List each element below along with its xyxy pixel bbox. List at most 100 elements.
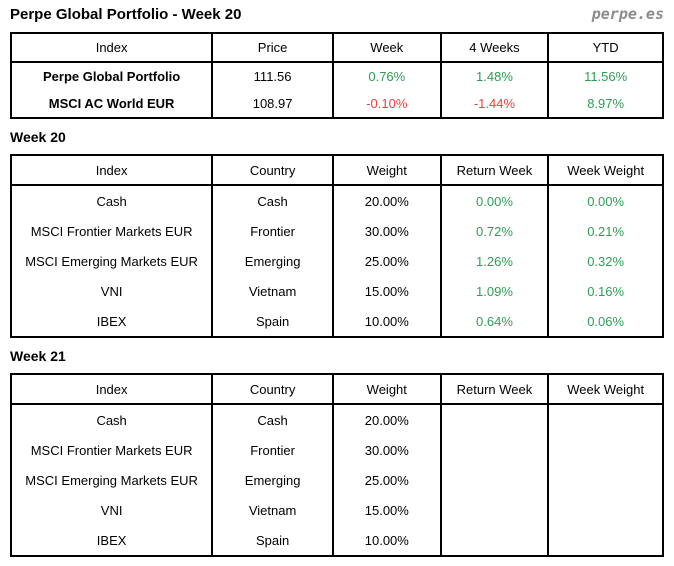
table-cell bbox=[547, 465, 664, 495]
column-header: Week Weight bbox=[547, 374, 664, 405]
column-header: Price bbox=[211, 33, 334, 63]
table-cell: -0.10% bbox=[331, 90, 442, 118]
table-cell: 20.00% bbox=[331, 185, 442, 216]
table-cell: 20.00% bbox=[331, 404, 442, 435]
table-cell: Spain bbox=[211, 306, 334, 337]
table-cell: VNI bbox=[9, 495, 214, 525]
table-cell: MSCI Emerging Markets EUR bbox=[9, 465, 214, 495]
table-cell: MSCI Frontier Markets EUR bbox=[9, 216, 214, 246]
table-cell: Frontier bbox=[211, 435, 334, 465]
portfolio-summary-table: Index Price Week 4 Weeks YTD Perpe Global Po… bbox=[9, 32, 664, 119]
table-cell bbox=[547, 404, 664, 435]
week20-table: Index Country Weight Return Week Week Weight… bbox=[9, 154, 664, 338]
table-row: IBEX Spain 10.00% bbox=[9, 525, 664, 556]
table-row: MSCI Emerging Markets EUR Emerging 25.00% 1… bbox=[9, 246, 664, 276]
table-row: IBEX Spain 10.00% 0.64% 0.06% bbox=[9, 306, 664, 337]
week21-header-row: Index Country Weight Return Week Week Weight bbox=[9, 374, 664, 405]
column-header: Week Weight bbox=[547, 155, 664, 186]
table-cell: Cash bbox=[9, 404, 214, 435]
column-header: Week bbox=[331, 33, 442, 63]
table-row: MSCI AC World EUR 108.97 -0.10% -1.44% 8.97% bbox=[9, 90, 664, 118]
table-row: MSCI Emerging Markets EUR Emerging 25.00% bbox=[9, 465, 664, 495]
week20-heading: Week 20 bbox=[10, 129, 66, 145]
table-cell: 0.00% bbox=[547, 185, 664, 216]
column-header: Index bbox=[9, 374, 214, 405]
table-cell: Spain bbox=[211, 525, 334, 556]
table-row: MSCI Frontier Markets EUR Frontier 30.00% bbox=[9, 435, 664, 465]
column-header: Country bbox=[211, 155, 334, 186]
table-cell bbox=[547, 525, 664, 556]
table-row: MSCI Frontier Markets EUR Frontier 30.00% 0… bbox=[9, 216, 664, 246]
table-cell: IBEX bbox=[9, 525, 214, 556]
column-header: Return Week bbox=[439, 374, 550, 405]
column-header: Weight bbox=[331, 374, 442, 405]
table-cell: 0.16% bbox=[547, 276, 664, 306]
table-cell: -1.44% bbox=[439, 90, 550, 118]
table-cell: 30.00% bbox=[331, 435, 442, 465]
table-cell: 8.97% bbox=[547, 90, 664, 118]
table-cell: MSCI Frontier Markets EUR bbox=[9, 435, 214, 465]
column-header: Country bbox=[211, 374, 334, 405]
table-cell bbox=[439, 404, 550, 435]
table-cell: 1.26% bbox=[439, 246, 550, 276]
table-cell: 11.56% bbox=[547, 62, 664, 90]
week21-section: Week 21 Index Country Weight Return Week Wee… bbox=[9, 348, 664, 557]
table-row: Perpe Global Portfolio 111.56 0.76% 1.48% 11… bbox=[9, 62, 664, 90]
table-cell: 0.32% bbox=[547, 246, 664, 276]
table-cell: Vietnam bbox=[211, 495, 334, 525]
table-cell: Frontier bbox=[211, 216, 334, 246]
table-cell: 25.00% bbox=[331, 246, 442, 276]
week21-table: Index Country Weight Return Week Week Weight… bbox=[9, 373, 664, 557]
table-cell: 0.00% bbox=[439, 185, 550, 216]
column-header: Index bbox=[9, 33, 214, 63]
table-cell: Cash bbox=[9, 185, 214, 216]
page-title: Perpe Global Portfolio - Week 20 bbox=[10, 6, 242, 23]
table-cell bbox=[439, 495, 550, 525]
table-cell: Vietnam bbox=[211, 276, 334, 306]
table-row: Cash Cash 20.00% 0.00% 0.00% bbox=[9, 185, 664, 216]
table-cell bbox=[547, 495, 664, 525]
week21-heading: Week 21 bbox=[10, 348, 66, 364]
table-cell: 111.56 bbox=[211, 62, 334, 90]
table-cell: 30.00% bbox=[331, 216, 442, 246]
week20-header-row: Index Country Weight Return Week Week Weight bbox=[9, 155, 664, 186]
table-cell: 108.97 bbox=[211, 90, 334, 118]
week20-section: Week 20 Index Country Weight Return Week Wee… bbox=[9, 129, 664, 338]
table-cell: Cash bbox=[211, 185, 334, 216]
table-cell bbox=[439, 435, 550, 465]
summary-header-row: Index Price Week 4 Weeks YTD bbox=[9, 33, 664, 63]
table-cell: 1.48% bbox=[439, 62, 550, 90]
table-row: Cash Cash 20.00% bbox=[9, 404, 664, 435]
column-header: Weight bbox=[331, 155, 442, 186]
table-cell: 10.00% bbox=[331, 306, 442, 337]
table-cell bbox=[439, 525, 550, 556]
table-cell: 0.72% bbox=[439, 216, 550, 246]
table-cell: 15.00% bbox=[331, 276, 442, 306]
table-cell bbox=[439, 465, 550, 495]
column-header: Index bbox=[9, 155, 214, 186]
table-cell: 1.09% bbox=[439, 276, 550, 306]
table-cell bbox=[547, 435, 664, 465]
column-header: YTD bbox=[547, 33, 664, 63]
table-row: VNI Vietnam 15.00% 1.09% 0.16% bbox=[9, 276, 664, 306]
column-header: 4 Weeks bbox=[439, 33, 550, 63]
table-cell: IBEX bbox=[9, 306, 214, 337]
table-cell: Perpe Global Portfolio bbox=[9, 62, 214, 90]
table-cell: 0.21% bbox=[547, 216, 664, 246]
table-cell: MSCI AC World EUR bbox=[9, 90, 214, 118]
perpe-logo: perpe.es bbox=[591, 5, 664, 23]
table-cell: 0.76% bbox=[331, 62, 442, 90]
table-cell: 25.00% bbox=[331, 465, 442, 495]
table-cell: MSCI Emerging Markets EUR bbox=[9, 246, 214, 276]
table-row: VNI Vietnam 15.00% bbox=[9, 495, 664, 525]
table-cell: Emerging bbox=[211, 465, 334, 495]
column-header: Return Week bbox=[439, 155, 550, 186]
table-cell: 0.06% bbox=[547, 306, 664, 337]
table-cell: Cash bbox=[211, 404, 334, 435]
table-cell: 0.64% bbox=[439, 306, 550, 337]
masthead: Perpe Global Portfolio - Week 20 perpe.e… bbox=[10, 5, 664, 24]
table-cell: Emerging bbox=[211, 246, 334, 276]
table-cell: 15.00% bbox=[331, 495, 442, 525]
table-cell: VNI bbox=[9, 276, 214, 306]
